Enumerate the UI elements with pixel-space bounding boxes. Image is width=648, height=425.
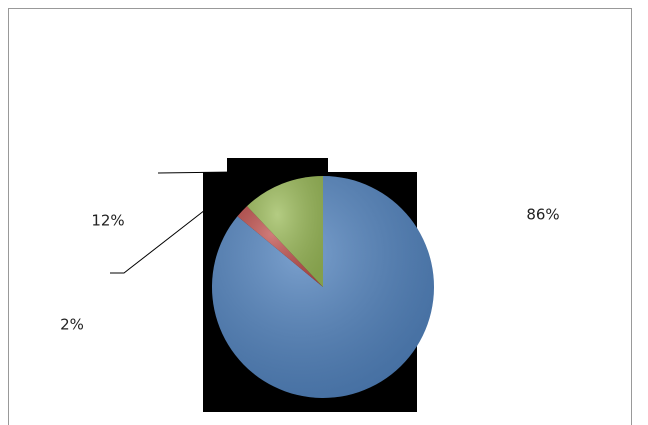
slice-shade [237, 206, 323, 287]
leader-line [157, 171, 236, 174]
slice-shade [247, 176, 323, 287]
leader-line [110, 209, 206, 274]
data-label: 2% [60, 316, 84, 334]
data-label: 86% [526, 206, 559, 224]
slice-shade [212, 176, 435, 398]
data-label: 12% [91, 212, 124, 230]
